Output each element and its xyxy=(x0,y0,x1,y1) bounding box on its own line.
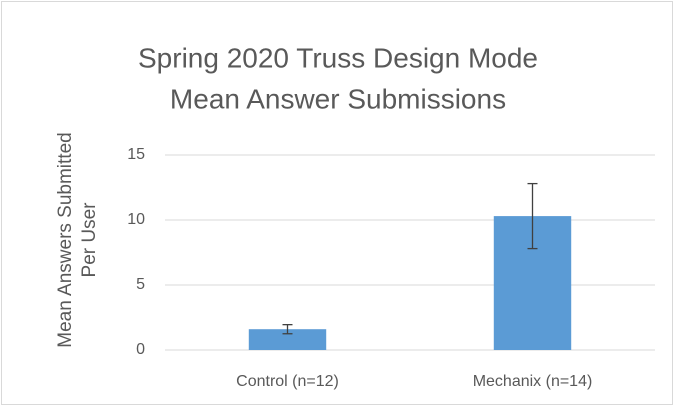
error-bar xyxy=(282,323,293,335)
y-axis-label-line: Per User xyxy=(79,202,100,278)
chart-title: Mean Answer Submissions xyxy=(170,83,506,114)
y-axis-label: Mean Answers Submitted Per User xyxy=(55,132,100,347)
y-tick-label: 15 xyxy=(127,146,145,163)
y-tick-label: 0 xyxy=(136,341,145,358)
y-tick-label: 10 xyxy=(127,211,145,228)
x-tick-label: Mechanix (n=14) xyxy=(473,373,593,390)
chart-title: Spring 2020 Truss Design Mode xyxy=(138,42,538,73)
error-bar xyxy=(527,182,538,250)
y-tick-label: 5 xyxy=(136,276,145,293)
bar xyxy=(248,329,327,350)
x-tick-label: Control (n=12) xyxy=(236,373,339,390)
y-axis-label-line: Mean Answers Submitted xyxy=(55,132,76,347)
